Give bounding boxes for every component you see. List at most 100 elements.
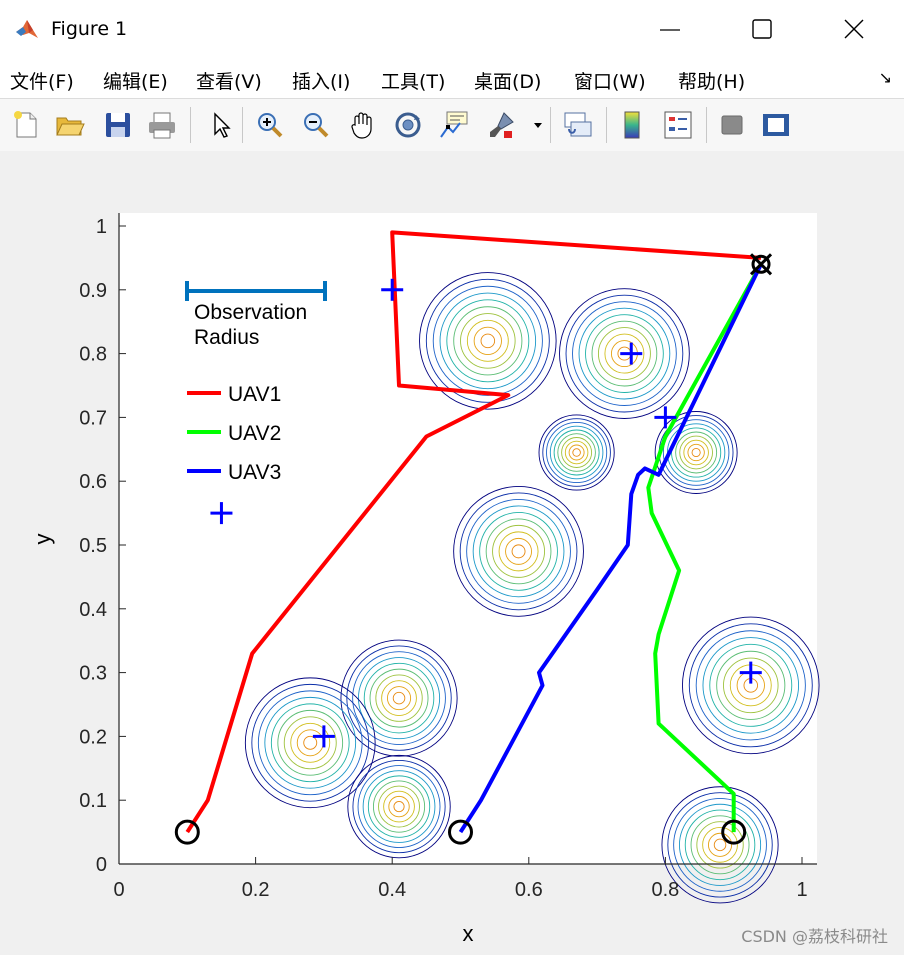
contour-ring: [270, 703, 350, 783]
dock-arrow-icon[interactable]: ↘: [878, 68, 892, 87]
contour-ring: [381, 680, 417, 716]
close-button[interactable]: [808, 0, 900, 60]
contour-ring: [549, 425, 604, 480]
menu-file[interactable]: 文件(F): [10, 71, 74, 93]
contour-ring: [362, 770, 436, 843]
new-figure-icon[interactable]: [10, 109, 42, 141]
contour-ring: [479, 512, 558, 591]
toolbar-separator: [606, 107, 607, 143]
contour-ring: [480, 333, 496, 349]
start-marker: [721, 819, 747, 845]
contour-ring: [357, 765, 441, 849]
contour-ring: [352, 760, 446, 854]
figure-toolbar: [0, 98, 904, 152]
link-plot-icon[interactable]: [562, 109, 594, 141]
contour-ring: [453, 486, 584, 617]
contour-ring: [346, 645, 452, 751]
contour-ring: [597, 327, 651, 381]
contour-ring: [511, 544, 526, 559]
contour-ring: [557, 433, 596, 472]
contour-ring: [459, 492, 578, 611]
brush-dropdown-icon[interactable]: [532, 117, 544, 133]
x-tick-label: 0: [113, 879, 124, 901]
contour-ring: [695, 630, 806, 741]
legend-icon[interactable]: [662, 109, 694, 141]
start-marker: [174, 819, 200, 845]
show-plot-tools-icon[interactable]: [760, 109, 792, 141]
contour-ring: [244, 677, 376, 809]
contour-ring: [473, 326, 502, 355]
maximize-button[interactable]: [716, 0, 808, 60]
close-icon: [844, 19, 864, 39]
brush-icon[interactable]: [486, 109, 518, 141]
contour-ring: [460, 313, 516, 369]
contour-ring: [679, 435, 713, 470]
x-tick-label: 0.4: [378, 879, 406, 901]
menu-window[interactable]: 窗口(W): [574, 71, 646, 93]
contour-ring: [290, 722, 331, 763]
contour-ring: [568, 444, 585, 461]
contour-ring: [678, 803, 762, 886]
toolbar-separator: [190, 107, 191, 143]
contour-ring: [572, 301, 677, 406]
contour-ring: [675, 431, 718, 474]
contour-ring: [453, 306, 523, 376]
menu-view[interactable]: 查看(V): [196, 71, 262, 93]
menu-insert[interactable]: 插入(I): [292, 71, 351, 93]
menu-desktop[interactable]: 桌面(D): [474, 71, 542, 93]
data-cursor-icon[interactable]: [438, 109, 470, 141]
path-layer: [185, 230, 763, 834]
contour-ring: [392, 691, 406, 705]
save-icon[interactable]: [102, 109, 134, 141]
contour-ring: [687, 443, 705, 462]
goal-marker: [751, 254, 771, 274]
contour-ring: [383, 790, 415, 823]
contour-ring: [372, 780, 426, 833]
matlab-logo-icon: [14, 16, 40, 42]
contour-ring: [425, 278, 550, 403]
contour-ring: [713, 838, 727, 852]
contour-ring: [367, 775, 431, 838]
contour-ring: [682, 616, 820, 755]
path-uav3: [458, 263, 763, 834]
toolbar-separator: [706, 107, 707, 143]
contour-ring: [688, 623, 813, 748]
menu-help[interactable]: 帮助(H): [678, 71, 746, 93]
maximize-icon: [752, 19, 772, 39]
contour-ring: [702, 637, 800, 734]
zoom-in-icon[interactable]: [254, 109, 286, 141]
contour-ring: [572, 448, 581, 457]
menu-edit[interactable]: 编辑(E): [103, 71, 168, 93]
contour-ring: [716, 650, 786, 720]
contour-ring: [340, 639, 458, 757]
contour-ring: [723, 657, 779, 714]
menu-bar: 文件(F) 编辑(E) 查看(V) 插入(I) 工具(T) 桌面(D) 窗口(W…: [0, 60, 904, 98]
colorbar-icon[interactable]: [616, 109, 648, 141]
pan-icon[interactable]: [346, 109, 378, 141]
minimize-button[interactable]: [624, 0, 716, 60]
contour-ring: [564, 440, 589, 465]
zoom-out-icon[interactable]: [300, 109, 332, 141]
print-icon[interactable]: [146, 109, 178, 141]
contour-ring: [419, 272, 557, 410]
y-tick-label: 0.9: [79, 280, 107, 302]
y-tick-label: 0.3: [79, 663, 107, 685]
path-uav1: [185, 230, 762, 834]
y-tick-label: 0.1: [79, 790, 107, 812]
x-tick-label: 1: [796, 879, 807, 901]
pointer-icon[interactable]: [204, 109, 236, 141]
rotate-3d-icon[interactable]: [392, 109, 424, 141]
observation-radius-label: Radius: [194, 326, 259, 349]
contour-ring: [492, 524, 546, 578]
hide-plot-tools-icon[interactable]: [716, 109, 748, 141]
x-tick-label: 0.2: [242, 879, 270, 901]
contour-ring: [661, 786, 779, 904]
contour-ring: [485, 518, 552, 585]
menu-tools[interactable]: 工具(T): [381, 71, 446, 93]
open-file-icon[interactable]: [54, 109, 86, 141]
y-tick-label: 0.8: [79, 344, 107, 366]
contour-ring: [553, 429, 600, 476]
contour-ring: [707, 832, 733, 857]
contour-ring: [559, 288, 690, 419]
